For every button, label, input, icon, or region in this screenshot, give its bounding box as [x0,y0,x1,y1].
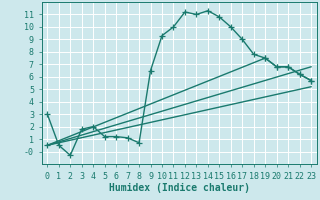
X-axis label: Humidex (Indice chaleur): Humidex (Indice chaleur) [109,183,250,193]
